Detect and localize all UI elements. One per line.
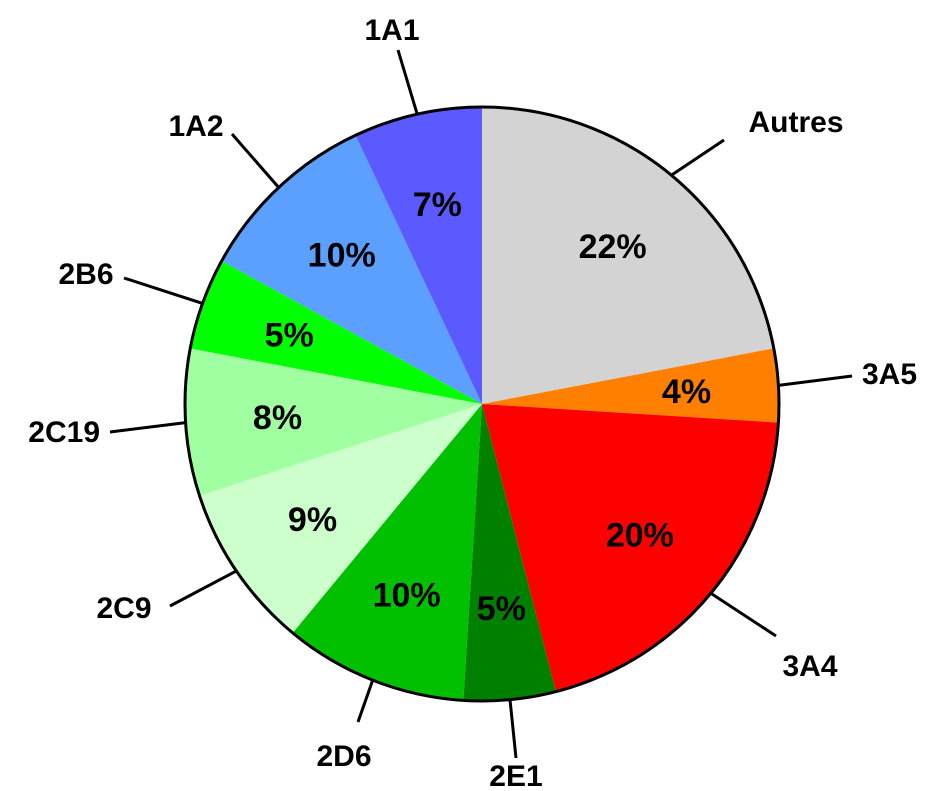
slice-2e1 bbox=[463, 404, 556, 701]
category-label-1a2: 1A2 bbox=[168, 110, 223, 143]
slice-2b6 bbox=[190, 260, 482, 404]
leader-line-2e1 bbox=[508, 699, 518, 759]
leader-line-2c9 bbox=[169, 569, 238, 608]
leader-line-autres bbox=[670, 138, 725, 177]
percent-label-2c19: 8% bbox=[253, 399, 302, 437]
slice-2d6 bbox=[292, 404, 482, 701]
leader-line-1a1 bbox=[396, 49, 419, 115]
category-label-3a4: 3A4 bbox=[782, 650, 837, 683]
slice-3a4 bbox=[482, 404, 779, 692]
leader-line-2c19 bbox=[109, 421, 186, 434]
category-label-2e1: 2E1 bbox=[489, 760, 542, 791]
percent-label-1a2: 10% bbox=[308, 237, 376, 275]
leader-line-2d6 bbox=[356, 679, 375, 723]
category-label-3a5: 3A5 bbox=[862, 358, 917, 391]
pie-outline bbox=[183, 105, 781, 703]
pie-slices bbox=[183, 105, 781, 703]
leader-line-1a2 bbox=[230, 133, 280, 189]
slice-2c9 bbox=[199, 404, 483, 633]
slice-autres bbox=[482, 107, 774, 404]
slice-1a1 bbox=[355, 107, 482, 404]
percent-label-autres: 22% bbox=[579, 228, 647, 266]
slice-2c19 bbox=[185, 348, 482, 496]
category-label-2b6: 2B6 bbox=[58, 258, 113, 291]
category-labels: Autres 3A5 3A4 2E1 2D6 2C9 2C19 2B6 1A2 1A1 bbox=[28, 14, 917, 791]
category-label-autres: Autres bbox=[748, 106, 843, 139]
percent-label-2e1: 5% bbox=[477, 590, 526, 628]
percent-label-2d6: 10% bbox=[373, 577, 441, 615]
leader-line-3a5 bbox=[778, 374, 853, 387]
leader-line-2b6 bbox=[123, 276, 204, 305]
percent-labels: 22% 4% 20% 5% 10% 9% 8% 5% 10% 7% bbox=[253, 186, 711, 628]
category-label-2d6: 2D6 bbox=[316, 740, 371, 773]
category-label-2c9: 2C9 bbox=[96, 592, 151, 625]
percent-label-3a5: 4% bbox=[662, 373, 711, 411]
category-label-1a1: 1A1 bbox=[364, 14, 419, 47]
slice-3a5 bbox=[482, 348, 779, 423]
percent-label-1a1: 7% bbox=[413, 186, 462, 224]
percent-label-2b6: 5% bbox=[265, 317, 314, 355]
leader-lines bbox=[109, 49, 853, 759]
percent-label-2c9: 9% bbox=[288, 501, 337, 539]
category-label-2c19: 2C19 bbox=[28, 416, 100, 449]
percent-label-3a4: 20% bbox=[606, 517, 674, 555]
leader-line-3a4 bbox=[709, 592, 777, 638]
slice-1a2 bbox=[221, 135, 483, 404]
